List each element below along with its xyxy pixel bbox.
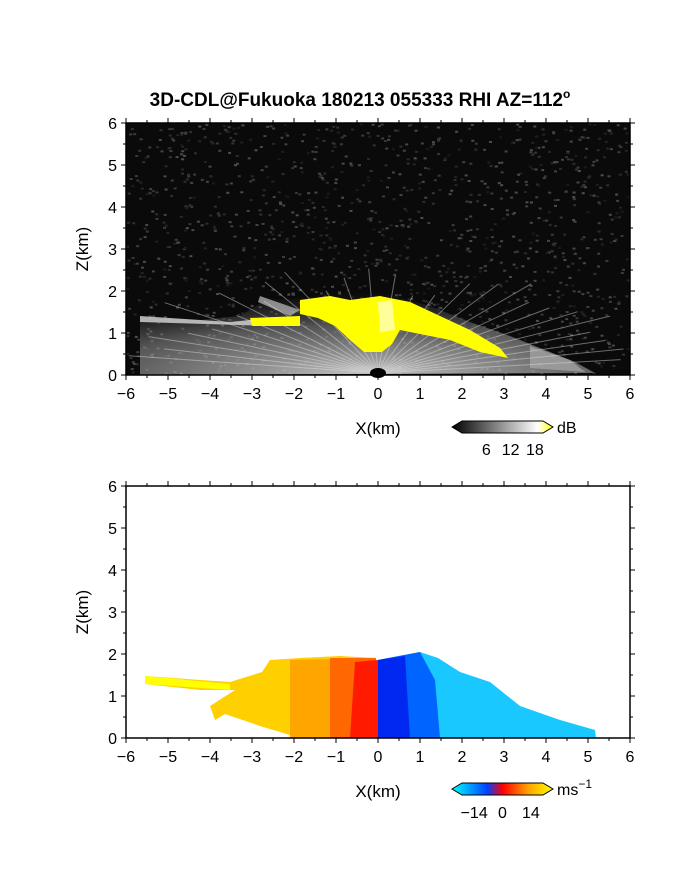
- reflectivity-x-tick-label: −5: [159, 386, 177, 403]
- velocity-y-tick-label: 0: [108, 731, 117, 748]
- velocity-colorbar-tick-label: 0: [498, 805, 507, 822]
- velocity-x-tick-label: −5: [159, 749, 177, 766]
- velocity-x-tick-label: −4: [201, 749, 219, 766]
- reflectivity-x-tick-label: −2: [285, 386, 303, 403]
- reflectivity-y-axis-label: Z(km): [73, 227, 92, 271]
- velocity-colorbar-tick-label: −14: [461, 805, 488, 822]
- velocity-x-tick-label: −6: [117, 749, 135, 766]
- velocity-colorbar: ms−1 −14 0 14: [451, 777, 592, 822]
- velocity-colorbar-tick-label: 14: [522, 805, 540, 822]
- reflectivity-x-tick-label: 4: [542, 386, 551, 403]
- velocity-x-tick-label: 0: [374, 749, 383, 766]
- velocity-y-tick-label: 4: [108, 563, 117, 580]
- velocity-x-tick-label: 6: [626, 749, 635, 766]
- velocity-echo: [145, 652, 596, 738]
- velocity-y-tick-label: 2: [108, 647, 117, 664]
- reflectivity-x-tick-label: −4: [201, 386, 219, 403]
- velocity-x-tick-label: 5: [584, 749, 593, 766]
- velocity-y-tick-label: 3: [108, 605, 117, 622]
- velocity-x-tick-label: 4: [542, 749, 551, 766]
- reflectivity-x-tick-label: 2: [458, 386, 467, 403]
- reflectivity-x-tick-label: −3: [243, 386, 261, 403]
- reflectivity-x-tick-label: 6: [626, 386, 635, 403]
- reflectivity-x-tick-label: −6: [117, 386, 135, 403]
- reflectivity-colorbar: dB 6 12 18: [451, 420, 577, 459]
- velocity-y-tick-label: 1: [108, 689, 117, 706]
- velocity-y-tick-label: 6: [108, 479, 117, 496]
- reflectivity-y-tick-label: 0: [108, 368, 117, 385]
- reflectivity-x-tick-label: 3: [500, 386, 509, 403]
- reflectivity-x-tick-label: 1: [416, 386, 425, 403]
- reflectivity-x-axis-label: X(km): [355, 419, 400, 438]
- reflectivity-y-tick-label: 3: [108, 242, 117, 259]
- velocity-panel: −6 −5 −4 −3 −2 −1 0 1 2 3 4 5 6 0 1 2 3 4 5 6 X(km) Z(km) m…: [73, 479, 635, 822]
- reflectivity-echo: [128, 268, 624, 378]
- reflectivity-colorbar-unit: dB: [557, 420, 577, 437]
- reflectivity-colorbar-tick-label: 12: [502, 442, 520, 459]
- velocity-y-tick-label: 5: [108, 521, 117, 538]
- reflectivity-y-tick-label: 4: [108, 200, 117, 217]
- velocity-colorbar-unit: ms−1: [557, 777, 592, 799]
- velocity-x-tick-label: 2: [458, 749, 467, 766]
- velocity-x-tick-label: −2: [285, 749, 303, 766]
- reflectivity-y-tick-label: 6: [108, 116, 117, 133]
- figure-title: 3D-CDL@Fukuoka 180213 055333 RHI AZ=112o: [150, 87, 571, 111]
- reflectivity-noise-texture: [126, 123, 631, 375]
- velocity-y-axis-label: Z(km): [73, 590, 92, 634]
- velocity-axis-ticks: −6 −5 −4 −3 −2 −1 0 1 2 3 4 5 6 0 1 2 3 4 5 6: [108, 479, 635, 766]
- velocity-x-tick-label: −3: [243, 749, 261, 766]
- reflectivity-colorbar-tick-label: 6: [482, 442, 491, 459]
- reflectivity-y-tick-label: 1: [108, 326, 117, 343]
- reflectivity-x-tick-label: 0: [374, 386, 383, 403]
- velocity-x-axis-label: X(km): [355, 782, 400, 801]
- velocity-x-tick-label: −1: [327, 749, 345, 766]
- reflectivity-y-tick-label: 2: [108, 284, 117, 301]
- reflectivity-axis-ticks: −6 −5 −4 −3 −2 −1 0 1 2 3 4 5 6 0 1 2 3 4 5 6: [108, 116, 635, 403]
- velocity-x-tick-label: 1: [416, 749, 425, 766]
- velocity-x-tick-label: 3: [500, 749, 509, 766]
- reflectivity-x-tick-label: −1: [327, 386, 345, 403]
- reflectivity-colorbar-tick-label: 18: [526, 442, 544, 459]
- reflectivity-y-tick-label: 5: [108, 158, 117, 175]
- reflectivity-x-tick-label: 5: [584, 386, 593, 403]
